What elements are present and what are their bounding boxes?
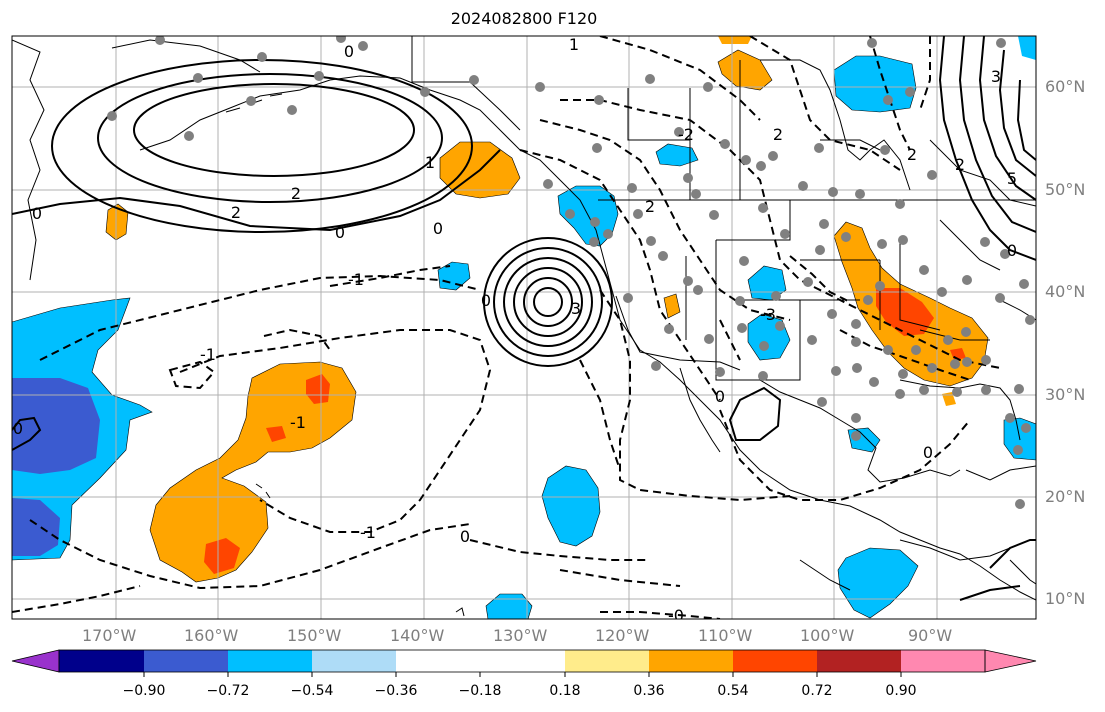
contour-label: 3: [571, 299, 581, 318]
contour-label: 0: [715, 387, 725, 406]
contour-label: 2: [291, 184, 301, 203]
contour-label: 0: [344, 42, 354, 61]
lon-label-120w: 120°W: [595, 626, 650, 645]
contour-label: 0: [335, 223, 345, 242]
colorbar-segment: [733, 650, 817, 672]
colorbar-segment: [480, 650, 565, 672]
colorbar-tick-label: 0.18: [549, 683, 581, 699]
lon-label-150w: 150°W: [287, 626, 342, 645]
lon-label-100w: 100°W: [800, 626, 855, 645]
lon-label-160w: 160°W: [184, 626, 239, 645]
lon-label-130w: 130°W: [493, 626, 548, 645]
colorbar-tick-label: 0.36: [633, 683, 665, 699]
lat-label-10n: 10°N: [1045, 589, 1086, 608]
contour-label: 0: [460, 527, 470, 546]
lon-label-170w: 170°W: [82, 626, 137, 645]
lat-label-30n: 30°N: [1045, 385, 1086, 404]
colorbar-tick-label: 0.72: [801, 683, 833, 699]
contour-label: 0: [32, 204, 42, 223]
graticule: [12, 36, 1036, 619]
colorbar-segment: [312, 650, 396, 672]
contour-label: 5: [1007, 169, 1017, 188]
contour-label: 0: [481, 291, 491, 310]
contour-lines: [12, 36, 1036, 601]
colorbar-segment: [901, 650, 985, 672]
contour-label: -1: [348, 270, 364, 289]
lat-label-20n: 20°N: [1045, 487, 1086, 506]
anomaly-fills: [12, 36, 1036, 619]
coastlines: [12, 36, 1036, 601]
colorbar-segment: [817, 650, 901, 672]
lon-label-110w: 110°W: [698, 626, 753, 645]
colorbar-tick-label: −0.54: [290, 683, 334, 699]
contour-label: 0: [13, 419, 23, 438]
colorbar-segment: [228, 650, 312, 672]
colorbar-tick-label: −0.18: [458, 683, 502, 699]
colorbar-tick-label: −0.36: [374, 683, 418, 699]
map-title: 2024082800 F120: [450, 9, 598, 28]
lon-label-140w: 140°W: [390, 626, 445, 645]
colorbar-tick-label: 0.90: [885, 683, 917, 699]
contour-label: 1: [569, 35, 579, 54]
colorbar-segment: [396, 650, 480, 672]
contour-label: -2: [678, 125, 694, 144]
colorbar-tick-label: 0.54: [717, 683, 749, 699]
contour-label: -1: [290, 413, 306, 432]
contour-label: -0: [668, 606, 684, 625]
contour-label: 3: [991, 67, 1001, 86]
contour-label: 2: [773, 125, 783, 144]
lat-label-40n: 40°N: [1045, 282, 1086, 301]
contour-label: 2: [231, 203, 241, 222]
colorbar-tick-label: −0.72: [206, 683, 250, 699]
contour-label: 2: [955, 155, 965, 174]
colorbar: [11, 649, 1037, 677]
contour-label: 0: [433, 219, 443, 238]
colorbar-segment: [59, 650, 144, 672]
lat-label-60n: 60°N: [1045, 77, 1086, 96]
contour-label-group: 0 1 2 0 2 0 0 -1 -1 -1 -1 0 0 -0 3 0 0 2…: [13, 35, 1017, 625]
colorbar-extend-low: [11, 649, 60, 673]
colorbar-extend-high: [984, 649, 1037, 673]
contour-lines-dashed: [12, 36, 1001, 619]
colorbar-tick-label: −0.90: [122, 683, 166, 699]
contour-label: 2: [645, 197, 655, 216]
colorbar-segment: [565, 650, 649, 672]
station-dots: [107, 36, 1035, 509]
colorbar-segment: [144, 650, 228, 672]
contour-label: 2: [907, 145, 917, 164]
colorbar-segment: [649, 650, 733, 672]
contour-label: 0: [923, 443, 933, 462]
contour-label: -1: [360, 523, 376, 542]
contour-label: 1: [425, 153, 435, 172]
contour-label: -3: [760, 305, 776, 324]
lon-label-90w: 90°W: [908, 626, 953, 645]
lat-label-50n: 50°N: [1045, 180, 1086, 199]
contour-label: 0: [1007, 241, 1017, 260]
contour-label: -1: [200, 345, 216, 364]
